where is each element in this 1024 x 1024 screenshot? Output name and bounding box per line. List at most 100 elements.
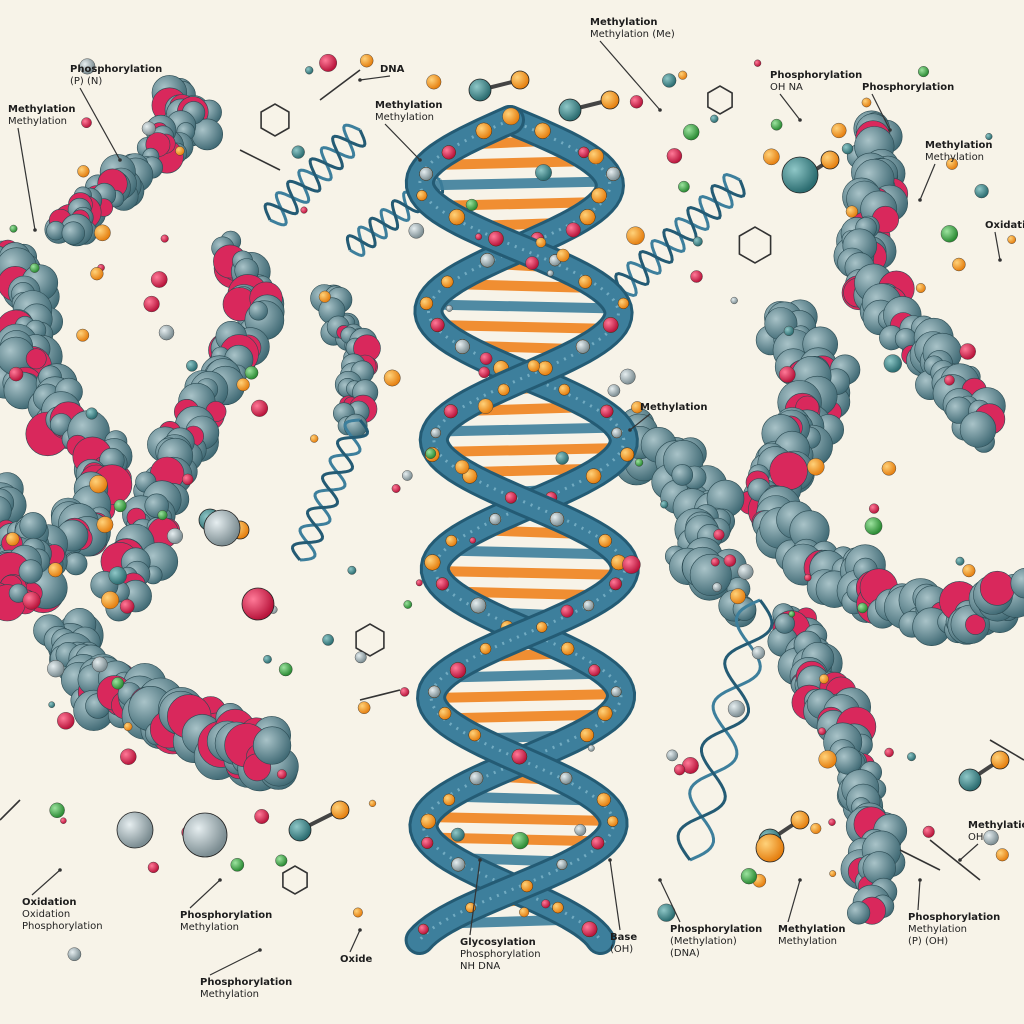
label-text: Glycosylation xyxy=(460,937,536,948)
atom xyxy=(845,205,859,218)
phosphate-atom xyxy=(561,642,575,656)
atom xyxy=(368,799,377,808)
atom xyxy=(985,132,993,140)
phosphate-atom xyxy=(597,705,613,721)
atom xyxy=(120,748,137,765)
benzene-ring-top-right xyxy=(738,226,772,264)
label-subtext: Phosphorylation xyxy=(460,949,541,960)
minor-helix-top-right xyxy=(614,173,746,297)
minor-helix-top-left xyxy=(263,123,367,227)
atom xyxy=(1007,235,1017,244)
phosphate-atom xyxy=(609,577,622,591)
atom xyxy=(626,226,645,245)
atom xyxy=(525,256,539,270)
phosphate-atom xyxy=(534,122,551,139)
atom xyxy=(318,290,331,303)
atom xyxy=(67,947,82,962)
atom xyxy=(922,825,935,838)
atom xyxy=(690,270,703,283)
phosphate-atom xyxy=(441,145,456,160)
atom xyxy=(660,500,669,509)
phosphate-atom xyxy=(421,836,434,849)
phosphate-atom xyxy=(591,836,605,850)
phosphate-atom xyxy=(606,166,621,182)
atom xyxy=(426,74,442,90)
phosphate-atom xyxy=(489,513,502,526)
base-pair xyxy=(430,443,628,457)
leader-tip xyxy=(658,878,662,882)
atom xyxy=(244,365,259,380)
atom xyxy=(883,354,902,373)
protein-cluster-left xyxy=(0,239,133,614)
atom xyxy=(556,248,570,263)
atom xyxy=(5,532,20,546)
atom xyxy=(291,145,305,159)
protein-residue xyxy=(253,726,292,765)
leader-line xyxy=(599,40,661,111)
atom xyxy=(779,366,796,383)
atom xyxy=(186,359,198,372)
minor-helix-strand xyxy=(614,179,746,291)
atom xyxy=(710,114,719,123)
phosphate-atom xyxy=(552,901,564,914)
leader-tip xyxy=(918,878,922,882)
atom xyxy=(81,117,92,128)
atom xyxy=(666,148,683,164)
atom xyxy=(983,829,999,846)
phosphate-atom xyxy=(419,167,433,181)
protein-residue xyxy=(774,613,795,634)
label-subtext: Methylation (Me) xyxy=(590,29,675,40)
label-text: Oxide xyxy=(340,954,373,965)
phosphate-atom xyxy=(480,253,495,268)
atom xyxy=(841,143,854,155)
phosphate-atom xyxy=(536,621,548,633)
atom xyxy=(347,565,357,575)
atom xyxy=(475,233,483,241)
atom xyxy=(740,868,758,885)
atom xyxy=(673,764,686,776)
leader-tip xyxy=(358,928,362,932)
protein-cluster-bottom-right xyxy=(767,603,908,925)
phosphate-atom xyxy=(430,317,445,333)
label-mid-methyl: Methylation xyxy=(640,402,708,413)
atom xyxy=(946,157,958,170)
atom xyxy=(254,809,270,824)
phosphate-atom xyxy=(598,534,612,548)
atom xyxy=(401,470,413,481)
leader-tip xyxy=(798,878,802,882)
leader-tip xyxy=(33,228,37,232)
atom xyxy=(166,528,183,545)
label-subtext: Methylation xyxy=(925,152,984,163)
atom xyxy=(150,271,168,288)
atom xyxy=(111,677,124,690)
atom xyxy=(629,95,644,109)
label-text: Methylation xyxy=(375,100,443,111)
phosphate-atom xyxy=(578,274,593,289)
annotation-labels: Phosphorylation(P) (N)MethylationMethyla… xyxy=(8,17,1024,1000)
atom xyxy=(818,727,826,736)
phosphate-atom xyxy=(520,879,534,893)
phosphate-atom xyxy=(600,404,614,418)
phosphate-atom xyxy=(420,813,436,829)
phosphate-atom xyxy=(468,728,481,742)
phosphate-atom xyxy=(430,427,442,439)
phosphate-atom xyxy=(469,771,484,786)
label-text: Phosphorylation xyxy=(200,977,292,988)
atom xyxy=(300,206,308,214)
label-text: Methylation xyxy=(778,924,846,935)
atom xyxy=(535,164,552,182)
chemical-bond xyxy=(359,689,401,701)
atom xyxy=(89,475,108,494)
atom xyxy=(952,257,966,272)
label-subtext: OH NA xyxy=(770,82,803,93)
phosphate-atom xyxy=(442,793,456,806)
label-subtext: (Methylation) xyxy=(670,936,737,947)
label-text: Oxidation xyxy=(22,897,76,908)
label-b-oxide: Oxide xyxy=(340,954,373,965)
atom xyxy=(666,749,679,762)
molecule-atom xyxy=(558,98,582,122)
